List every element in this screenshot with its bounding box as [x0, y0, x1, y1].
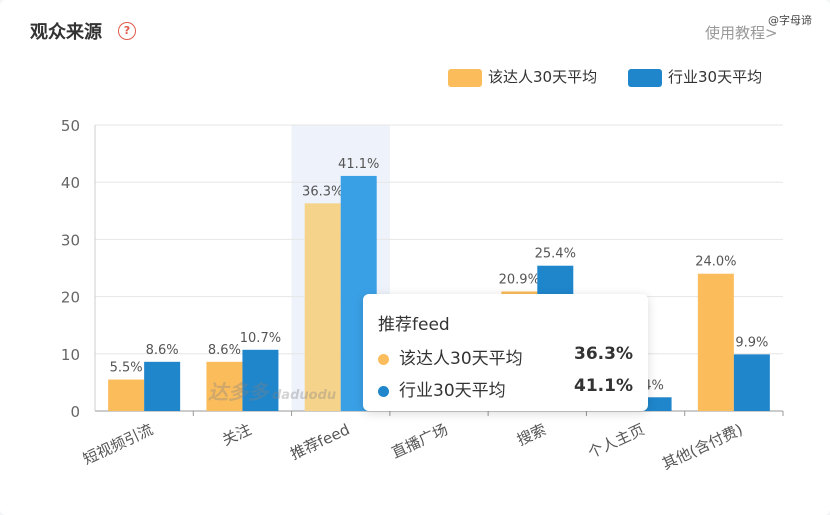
x-tick-label: 其他(含付费) — [659, 420, 745, 473]
x-tick-label: 个人主页 — [585, 420, 647, 462]
x-tick-label: 短视频引流 — [80, 420, 156, 468]
tooltip-label-series-1: 该达人30天平均 — [399, 349, 523, 369]
bar-1 — [108, 379, 145, 411]
bar-2 — [144, 361, 181, 411]
legend-swatch-series-2 — [628, 68, 662, 87]
x-tick-label: 搜索 — [514, 420, 549, 449]
legend-swatch-series-1 — [448, 68, 482, 87]
bar-2 — [242, 349, 279, 411]
corner-watermark: @字母谛 — [768, 14, 812, 27]
data-label: 8.6% — [146, 343, 179, 358]
data-label: 10.7% — [240, 331, 281, 346]
help-icon[interactable]: ? — [118, 22, 136, 40]
bar-1 — [304, 203, 341, 411]
tooltip-label-series-2: 行业30天平均 — [399, 381, 506, 401]
tooltip-row-series-2: 行业30天平均 41.1% — [378, 376, 633, 401]
x-tick-label: 直播广场 — [389, 420, 451, 462]
x-tick-label: 推荐feed — [287, 420, 352, 463]
bar-2 — [733, 354, 770, 411]
y-tick-label: 0 — [70, 403, 80, 421]
data-label: 20.9% — [499, 272, 540, 287]
y-tick-label: 50 — [61, 117, 80, 135]
bar-1 — [206, 361, 243, 411]
tooltip-dot-series-1 — [378, 353, 389, 365]
data-label: 24.0% — [695, 255, 736, 270]
tooltip-value-series-2: 41.1% — [574, 376, 633, 396]
data-label: 41.1% — [338, 157, 379, 172]
card-title: 观众来源 — [30, 22, 102, 43]
tooltip-dot-series-2 — [378, 385, 389, 397]
y-tick-label: 10 — [61, 346, 80, 364]
y-tick-label: 30 — [61, 231, 80, 249]
tooltip-value-series-1: 36.3% — [574, 344, 633, 364]
tutorial-link[interactable]: 使用教程> — [705, 24, 778, 42]
tooltip-title: 推荐feed — [378, 315, 450, 335]
legend-item-series-1[interactable]: 该达人30天平均 — [448, 66, 597, 87]
data-label: 4% — [643, 378, 664, 393]
legend-label-series-2: 行业30天平均 — [668, 68, 763, 86]
data-label: 25.4% — [535, 247, 576, 262]
watermark-logo: 达多多 daduodu — [208, 380, 337, 404]
chart-tooltip: 推荐feed 该达人30天平均 36.3% 行业30天平均 41.1% — [363, 294, 648, 411]
tooltip-row-series-1: 该达人30天平均 36.3% — [378, 344, 633, 369]
x-tick-label: 关注 — [219, 420, 254, 449]
bar-1 — [697, 273, 734, 411]
data-label: 9.9% — [735, 335, 768, 350]
data-label: 5.5% — [110, 361, 143, 376]
legend-item-series-2[interactable]: 行业30天平均 — [628, 66, 762, 87]
y-tick-label: 20 — [61, 289, 80, 307]
legend-label-series-1: 该达人30天平均 — [488, 68, 598, 86]
data-label: 36.3% — [302, 184, 343, 199]
y-tick-label: 40 — [61, 174, 80, 192]
data-label: 8.6% — [208, 343, 241, 358]
